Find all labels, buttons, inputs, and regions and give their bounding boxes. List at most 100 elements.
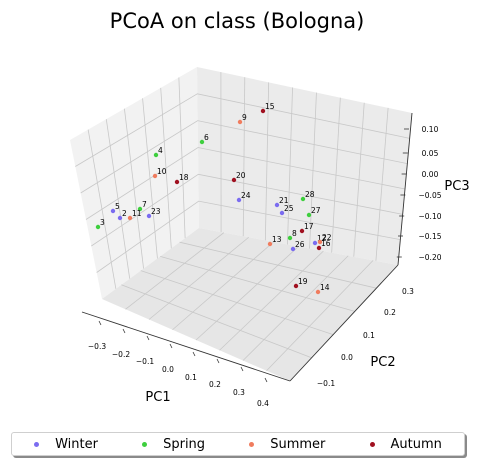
x-tick-label: −0.2 <box>112 350 130 359</box>
data-point-label: 12 <box>317 234 327 243</box>
legend-label-summer: Summer <box>270 436 326 452</box>
grid-line <box>91 173 403 247</box>
grid-line <box>80 120 408 194</box>
grid-line <box>160 256 355 312</box>
legend-item-spring: Spring <box>142 437 205 452</box>
data-point-label: 3 <box>100 218 105 227</box>
data-point <box>279 210 285 216</box>
x-tick-label: 0.4 <box>257 399 269 408</box>
x-tick-mark <box>169 343 173 349</box>
z-tick-label: −0.10 <box>419 212 442 221</box>
x-tick-label: −0.3 <box>88 342 106 351</box>
z-tick-label: −0.15 <box>419 232 442 241</box>
legend-item-autumn: Autumn <box>369 437 442 452</box>
data-point-label: 9 <box>242 113 247 122</box>
z-axis-label: PC3 <box>444 179 469 194</box>
data-point <box>316 245 322 251</box>
x-tick-label: −0.1 <box>136 357 154 366</box>
x-tick-mark <box>264 377 268 383</box>
data-point <box>236 197 242 203</box>
data-point <box>260 108 266 114</box>
data-point-label: 27 <box>311 206 321 215</box>
data-point-label: 18 <box>179 173 189 182</box>
x-axis-label: PC1 <box>145 390 170 405</box>
legend-marker-winter <box>34 441 40 447</box>
data-point <box>95 224 101 230</box>
grid-line <box>96 200 401 273</box>
data-point-label: 28 <box>305 190 315 199</box>
floor-pane <box>102 228 398 381</box>
data-point-label: 13 <box>272 235 282 244</box>
data-point-label: 23 <box>151 207 161 216</box>
data-point <box>293 283 299 289</box>
legend-marker-spring <box>142 441 148 447</box>
data-point <box>117 215 123 221</box>
x-tick-mark <box>240 366 244 372</box>
data-point <box>127 215 133 221</box>
y-tick-label: 0.0 <box>341 353 353 362</box>
data-point-label: 10 <box>157 167 167 176</box>
grid-line <box>85 147 406 220</box>
x-tick-label: 0.1 <box>185 373 197 382</box>
y-tick-label: 0.2 <box>384 308 396 317</box>
legend-label-winter: Winter <box>55 436 98 452</box>
z-tick-label: 0.05 <box>422 149 439 158</box>
data-point-label: 20 <box>236 171 246 180</box>
data-point <box>315 289 321 295</box>
legend-item-summer: Summer <box>249 437 325 452</box>
data-point <box>146 213 152 219</box>
grid-line <box>179 241 377 289</box>
data-point-label: 15 <box>265 102 275 111</box>
data-point-label: 17 <box>304 222 314 231</box>
data-point-label: 19 <box>298 277 308 286</box>
x-tick-label: 0.2 <box>209 380 221 389</box>
data-point <box>231 177 237 183</box>
z-tick-label: 0.10 <box>422 125 439 134</box>
axes-panes <box>70 67 412 381</box>
data-point-label: 11 <box>132 209 142 218</box>
x-tick-label: 0.0 <box>162 365 174 374</box>
grid-line <box>125 232 225 310</box>
data-point-label: 7 <box>142 200 147 209</box>
data-point <box>290 246 296 252</box>
back-right-pane <box>197 67 412 265</box>
data-point <box>152 173 158 179</box>
data-point <box>317 239 323 245</box>
data-points: 25 12 21 23 24 25 26 3 4 6 7 8 27 28 9 10 11 13 14 22 15 16 17… <box>95 102 332 295</box>
legend-label-spring: Spring <box>163 436 206 452</box>
data-point-label: 5 <box>115 202 120 211</box>
y-tick-label: −0.1 <box>317 379 335 388</box>
data-point <box>237 119 243 125</box>
data-point-label: 26 <box>295 240 305 249</box>
data-point <box>274 202 280 208</box>
y-axis-line <box>289 264 399 382</box>
x-tick-mark <box>216 358 220 364</box>
data-point-label: 24 <box>241 191 251 200</box>
pcoa-3d-chart: −0.3 −0.2 −0.1 0.0 0.1 0.2 0.3 0.4 −0.1 0.0 0.1 0.2… <box>70 9 470 408</box>
y-tick-label: 0.1 <box>363 331 375 340</box>
z-axis-line <box>397 112 413 266</box>
data-point-label: 25 <box>284 204 294 213</box>
grid-line <box>242 255 349 361</box>
chart-title: PCoA on class (Bologna) <box>110 9 365 33</box>
x-tick-mark <box>122 328 126 334</box>
data-point-label: 6 <box>204 133 209 142</box>
x-tick-mark <box>192 351 196 357</box>
grid-line <box>219 250 324 351</box>
x-tick-mark <box>98 320 102 326</box>
grid-line <box>172 241 274 331</box>
data-point <box>312 240 318 246</box>
data-point <box>300 196 306 202</box>
y-axis-label: PC2 <box>370 355 395 370</box>
x-tick-label: 0.3 <box>233 388 245 397</box>
data-point-label: 21 <box>279 196 289 205</box>
data-point-label: 16 <box>321 239 331 248</box>
data-point <box>287 235 293 241</box>
data-point <box>110 208 116 214</box>
z-tick-label: 0.00 <box>422 170 439 179</box>
legend-item-winter: Winter <box>34 437 98 452</box>
grid-line <box>140 270 334 335</box>
data-point-label: 14 <box>320 283 330 292</box>
data-point <box>267 241 273 247</box>
z-tick-label: −0.20 <box>419 253 442 262</box>
